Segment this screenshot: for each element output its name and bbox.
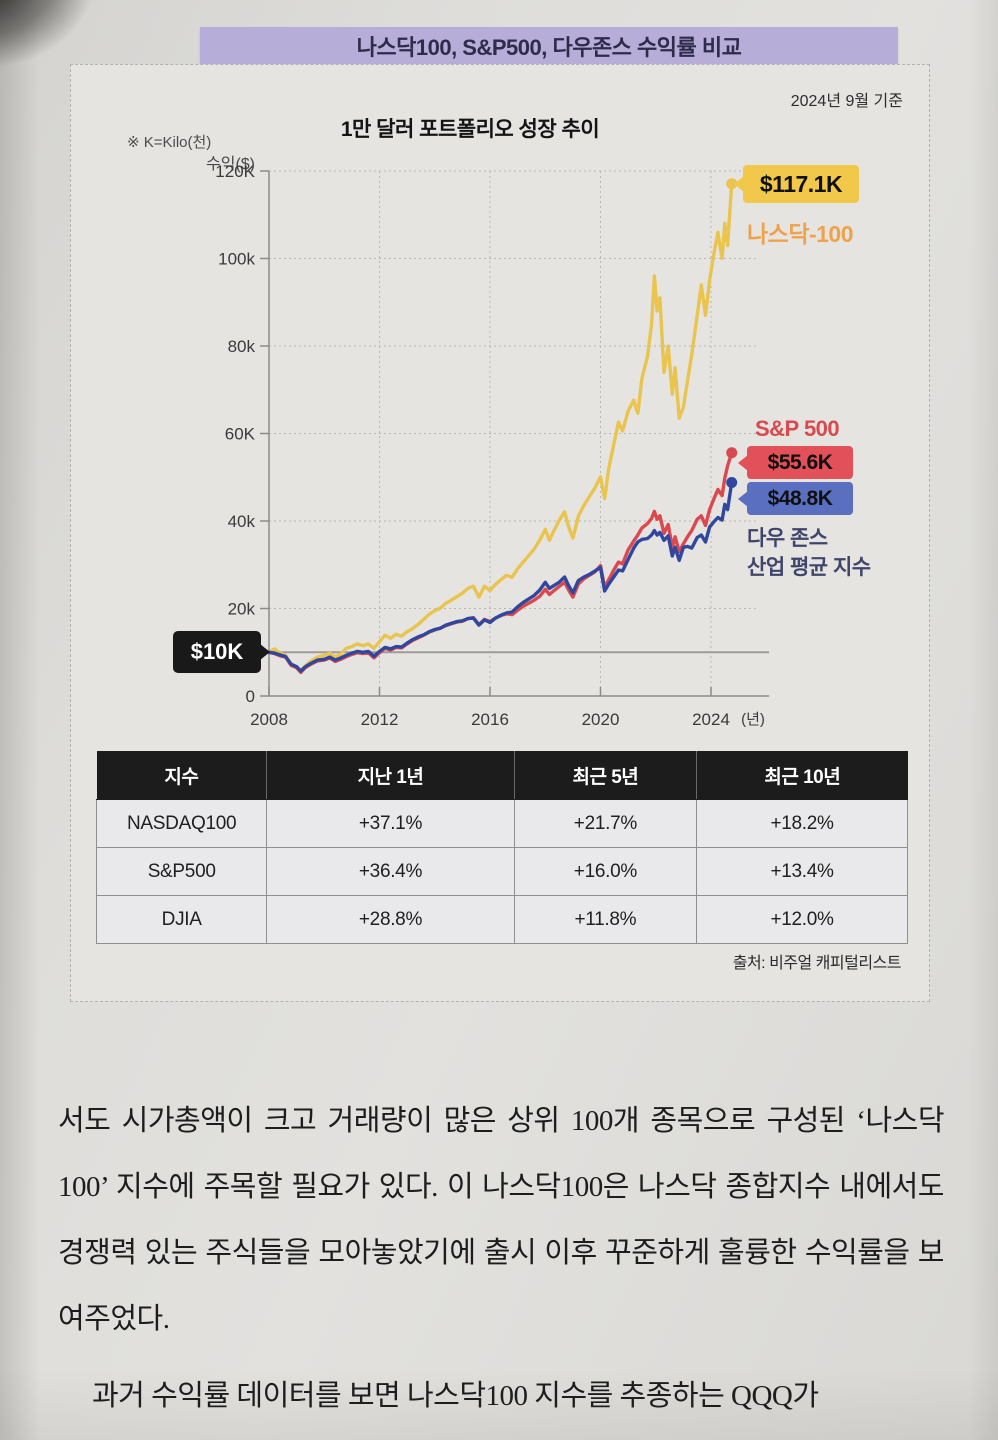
as-of-date: 2024년 9월 기준 (790, 93, 903, 110)
table-cell: +12.0% (696, 895, 908, 944)
table-cell: +36.4% (266, 847, 515, 896)
growth-chart-svg: 수익($) 0 20k 40k 60K 80k 100k 120K 2008 2012 2016 20… (206, 155, 769, 729)
body-text: 서도 시가총액이 크고 거래량이 많은 상위 100개 종목으로 구성된 ‘나스… (58, 1088, 945, 1429)
table-cell: +16.0% (513, 847, 698, 896)
sp500-value-badge: $55.6K (738, 446, 853, 479)
svg-text:20k: 20k (228, 600, 256, 619)
svg-text:80k: 80k (228, 337, 256, 356)
svg-text:120K: 120K (215, 162, 255, 181)
svg-text:2024: 2024 (692, 710, 730, 729)
svg-text:수익($): 수익($) (206, 155, 255, 173)
svg-text:2020: 2020 (582, 710, 620, 729)
paragraph: 서도 시가총액이 크고 거래량이 많은 상위 100개 종목으로 구성된 ‘나스… (58, 1105, 945, 1335)
table-header-cell: 최근 10년 (696, 751, 908, 800)
table-header-row: 지수 지난 1년 최근 5년 최근 10년 (96, 751, 908, 800)
series-endpoint-2 (726, 477, 738, 488)
svg-text:2016: 2016 (471, 710, 509, 729)
chart-card: 2024년 9월 기준 1만 달러 포트폴리오 성장 추이 ※ K=Kilo(천… (70, 64, 930, 1002)
svg-text:60K: 60K (225, 425, 256, 444)
section-title: 나스닥100, S&P500, 다우존스 수익률 비교 (356, 34, 742, 60)
table-header-cell: 지수 (96, 751, 268, 800)
table-cell: NASDAQ100 (95, 799, 268, 848)
table-cell: +18.2% (696, 799, 908, 848)
svg-text:2008: 2008 (250, 710, 288, 729)
table-cell: DJIA (95, 895, 268, 944)
section-title-bar: 나스닥100, S&P500, 다우존스 수익률 비교 (200, 27, 898, 64)
kilo-note: ※ K=Kilo(천) (127, 134, 212, 151)
table-cell: +37.1% (266, 799, 515, 848)
table-cell: +13.4% (696, 847, 908, 896)
series-line-2 (267, 480, 734, 673)
table-header-cell: 지난 1년 (266, 751, 515, 800)
table-cell: +21.7% (513, 799, 698, 848)
table-row: S&P500 +36.4% +16.0% +13.4% (95, 847, 908, 896)
table-row: DJIA +28.8% +11.8% +12.0% (95, 895, 908, 944)
nasdaq-series-label: 나스닥-100 (747, 221, 854, 247)
chart-title: 1만 달러 포트폴리오 성장 추이 (340, 118, 600, 141)
paragraph: 과거 수익률 데이터를 보면 나스닥100 지수를 추종하는 QQQ가 (92, 1380, 819, 1412)
svg-text:40k: 40k (228, 512, 256, 531)
sp500-series-label: S&P 500 (755, 416, 840, 441)
series-endpoint-1 (726, 447, 738, 459)
svg-text:100k: 100k (218, 250, 255, 269)
svg-text:2012: 2012 (361, 710, 399, 729)
start-value-badge: $10K (173, 631, 270, 673)
nasdaq-value-badge: $117.1K (734, 165, 859, 203)
svg-text:0: 0 (246, 687, 255, 706)
table-cell: +11.8% (513, 895, 698, 944)
source-credit: 출처: 비주얼 캐피털리스트 (732, 955, 902, 972)
performance-table: 지수 지난 1년 최근 5년 최근 10년 NASDAQ100 +37.1% +21.7%… (95, 751, 908, 944)
table-cell: +28.8% (266, 895, 515, 944)
table-cell: S&P500 (95, 847, 268, 896)
table-header-cell: 최근 5년 (514, 751, 698, 800)
table-row: NASDAQ100 +37.1% +21.7% +18.2% (95, 799, 908, 848)
dow-value-badge: $48.8K (738, 482, 853, 515)
series-line-0 (267, 182, 734, 672)
series-line-1 (267, 451, 734, 675)
dow-series-label: 다우 존스 산업 평균 지수 (747, 527, 871, 579)
svg-text:(년): (년) (741, 711, 765, 728)
